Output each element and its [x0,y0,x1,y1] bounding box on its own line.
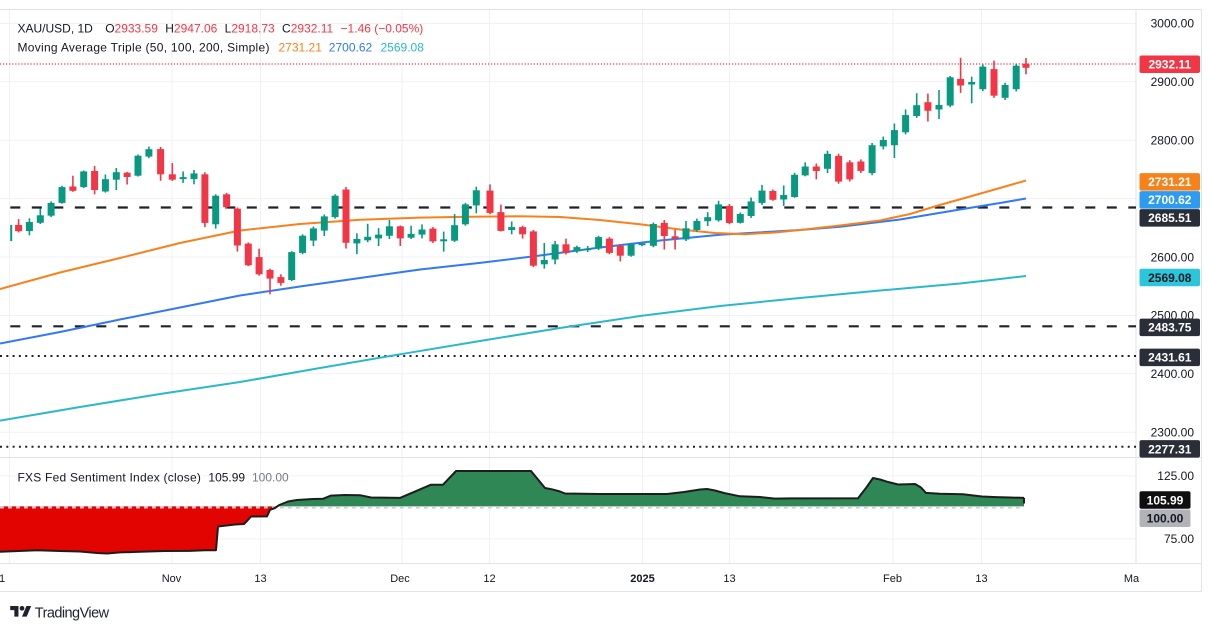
svg-text:XAU/USD, 1D O2933.59 H2947.06: XAU/USD, 1D O2933.59 H2947.06 L2918.73 C… [18,22,424,36]
svg-text:12: 12 [483,573,495,585]
svg-text:Feb: Feb [883,573,902,585]
svg-text:2685.51: 2685.51 [1148,211,1192,225]
svg-text:FXS Fed Sentiment Index (close: FXS Fed Sentiment Index (close) [18,471,202,485]
svg-text:105.99: 105.99 [1147,493,1184,507]
svg-text:2800.00: 2800.00 [1151,134,1195,148]
svg-text:105.99: 105.99 [208,471,245,485]
svg-text:2431.61: 2431.61 [1148,351,1192,365]
svg-text:3000.00: 3000.00 [1151,17,1195,31]
svg-text:13: 13 [254,573,266,585]
svg-text:2900.00: 2900.00 [1151,75,1195,89]
svg-text:2569.08: 2569.08 [381,41,425,55]
svg-text:75.00: 75.00 [1164,532,1194,546]
svg-text:Moving Average Triple (50, 100: Moving Average Triple (50, 100, 200, Sim… [18,41,270,55]
svg-text:100.00: 100.00 [1147,512,1184,526]
svg-text:Nov: Nov [162,573,182,585]
svg-text:2700.62: 2700.62 [1148,193,1192,207]
svg-text:2300.00: 2300.00 [1151,426,1195,440]
svg-text:2277.31: 2277.31 [1148,442,1192,456]
svg-text:2731.21: 2731.21 [1148,175,1192,189]
svg-text:13: 13 [975,573,987,585]
svg-text:100.00: 100.00 [252,471,289,485]
svg-text:125.00: 125.00 [1157,469,1194,483]
svg-text:2700.62: 2700.62 [329,41,373,55]
svg-text:2025: 2025 [630,573,654,585]
svg-text:Dec: Dec [390,573,410,585]
svg-text:Ma: Ma [1124,573,1140,585]
svg-text:2483.75: 2483.75 [1148,321,1192,335]
svg-text:1: 1 [0,573,5,585]
svg-text:13: 13 [723,573,735,585]
svg-text:2731.21: 2731.21 [279,41,323,55]
svg-text:2569.08: 2569.08 [1148,271,1192,285]
svg-text:2932.11: 2932.11 [1148,58,1191,72]
svg-text:2400.00: 2400.00 [1151,367,1195,381]
svg-text:TradingView: TradingView [35,605,110,621]
svg-text:2600.00: 2600.00 [1151,250,1195,264]
